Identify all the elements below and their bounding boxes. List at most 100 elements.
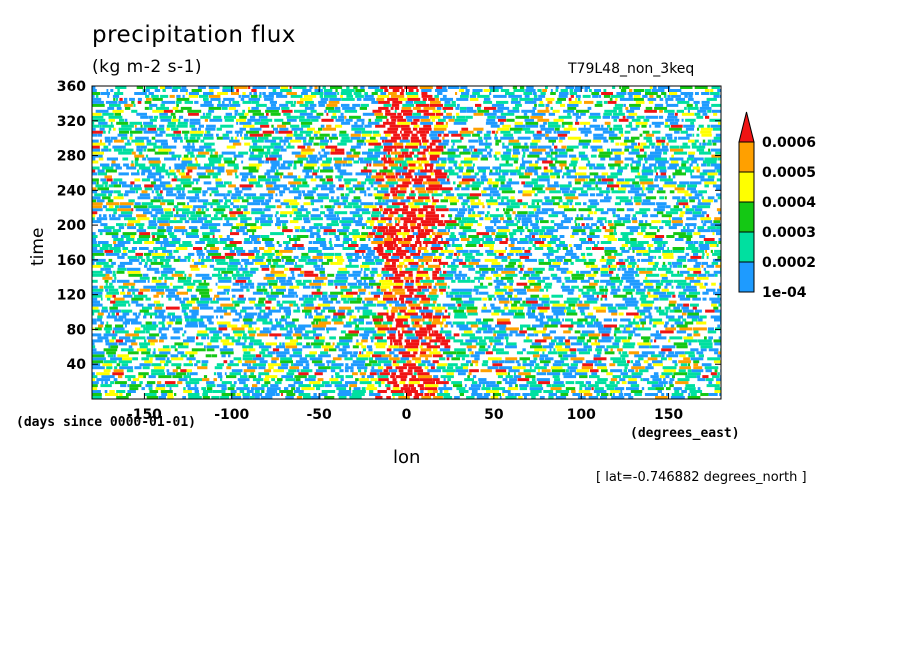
precip-cell (97, 315, 103, 319)
precip-cell (580, 112, 586, 116)
precip-cell (274, 381, 282, 385)
precip-cell (218, 235, 223, 238)
precip-cell (171, 238, 181, 241)
precip-cell (459, 235, 467, 238)
precip-cell (390, 187, 398, 191)
precip-cell (229, 211, 243, 215)
precip-cell (716, 226, 721, 230)
precip-cell (499, 327, 506, 331)
y-axis-units: (days since 0000-01-01) (16, 415, 197, 430)
precip-cell (92, 112, 102, 116)
precip-cell (622, 220, 631, 224)
precip-cell (466, 306, 478, 310)
precip-cell (236, 229, 245, 233)
precip-cell (389, 351, 395, 355)
precip-cell (292, 273, 295, 277)
x-axis-label: lon (393, 447, 421, 468)
precip-cell (655, 282, 664, 286)
precip-cell (290, 139, 302, 143)
precip-cell (547, 318, 561, 322)
precip-cell (588, 115, 601, 119)
precip-cell (248, 324, 252, 328)
precip-cell (92, 154, 103, 158)
precip-cell (715, 151, 721, 155)
precip-cell (685, 205, 690, 209)
precip-cell (577, 306, 590, 310)
precip-cell (377, 244, 383, 247)
precip-cell (655, 330, 659, 334)
precip-cell (679, 327, 693, 331)
precip-cell (92, 333, 102, 337)
precip-cell (631, 160, 641, 164)
precip-cell (212, 235, 215, 238)
precip-cell (597, 241, 600, 244)
precip-cell (453, 181, 456, 185)
precip-cell (264, 241, 273, 244)
precip-cell (455, 276, 461, 280)
precip-cell (684, 351, 695, 355)
precip-cell (469, 145, 475, 149)
precip-cell (589, 172, 599, 176)
precip-cell (315, 136, 325, 140)
precip-cell (448, 130, 458, 134)
precip-cell (382, 199, 385, 203)
precip-cell (295, 229, 299, 233)
precip-cell (534, 241, 545, 244)
precip-cell (564, 258, 572, 262)
precip-cell (470, 202, 484, 206)
precip-cell (630, 244, 644, 247)
precip-cell (337, 270, 350, 274)
precip-cell (589, 166, 593, 170)
precip-cell (343, 205, 353, 209)
precip-cell (518, 217, 522, 221)
precip-cell (619, 378, 626, 382)
precip-cell (270, 142, 281, 146)
precip-cell (198, 124, 204, 128)
precip-cell (581, 291, 590, 295)
precip-cell (468, 267, 475, 271)
precip-cell (289, 339, 298, 343)
precip-cell (645, 115, 659, 119)
precip-cell (412, 232, 418, 236)
precip-cell (380, 217, 392, 221)
precip-cell (401, 244, 410, 247)
precip-cell (105, 270, 112, 274)
precip-cell (619, 324, 625, 328)
precip-cell (375, 345, 386, 349)
precip-cell (578, 142, 590, 146)
precip-cell (668, 357, 672, 361)
precip-cell (673, 279, 687, 283)
precip-cell (497, 375, 503, 379)
precip-cell (117, 267, 127, 271)
precip-cell (279, 127, 289, 131)
precip-cell (423, 303, 436, 307)
precip-cell (690, 393, 697, 396)
precip-cell (501, 393, 505, 396)
precip-cell (576, 369, 590, 373)
precip-cell (637, 309, 651, 313)
precip-cell (526, 351, 539, 355)
precip-cell (293, 133, 303, 137)
precip-cell (359, 351, 361, 355)
precip-cell (490, 381, 496, 385)
precip-cell (509, 330, 518, 334)
precip-cell (592, 118, 597, 122)
precip-cell (436, 121, 444, 125)
precip-cell (538, 312, 544, 316)
precip-cell (266, 390, 278, 393)
precip-cell (384, 264, 396, 268)
precip-cell (286, 115, 299, 119)
precip-cell (282, 300, 296, 304)
precip-cell (284, 261, 294, 265)
precip-cell (132, 291, 135, 295)
precip-cell (248, 255, 255, 259)
precip-cell (369, 282, 381, 286)
precip-cell (146, 354, 155, 358)
precip-cell (245, 264, 248, 268)
precip-cell (577, 396, 586, 399)
precip-cell (182, 205, 193, 209)
precip-cell (457, 279, 471, 283)
precip-cell (261, 202, 270, 206)
precip-cell (553, 202, 560, 206)
precip-cell (372, 354, 382, 358)
